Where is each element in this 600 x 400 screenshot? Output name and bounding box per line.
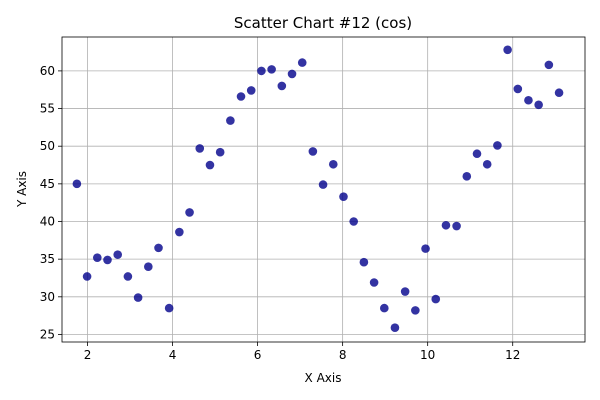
data-point (195, 144, 205, 153)
data-point (72, 179, 82, 189)
data-point (441, 220, 451, 230)
data-point (554, 88, 564, 98)
data-point (215, 147, 225, 157)
data-point (462, 172, 472, 181)
plot-frame (61, 36, 586, 343)
data-point (472, 149, 482, 159)
y-tick-label: 50 (40, 139, 55, 153)
data-point (359, 257, 369, 267)
x-tick-label: 8 (339, 348, 347, 362)
x-tick-label: 10 (420, 348, 435, 362)
data-point (164, 303, 174, 313)
x-tick-label: 2 (84, 348, 92, 362)
x-axis-ticks: 2 4 6 8 10 12 (84, 342, 520, 362)
data-point (493, 141, 502, 150)
data-point (185, 208, 194, 217)
y-tick-label: 45 (40, 177, 55, 191)
data-point (267, 65, 276, 74)
data-point (297, 58, 307, 67)
x-tick-label: 4 (169, 348, 177, 362)
data-point (400, 287, 410, 296)
data-point (421, 244, 430, 253)
y-tick-label: 35 (40, 252, 55, 266)
y-tick-label: 60 (40, 64, 55, 78)
data-point (287, 69, 297, 79)
data-point (534, 100, 543, 110)
data-point (205, 160, 215, 170)
data-point (544, 60, 554, 70)
data-point (144, 262, 153, 271)
data-point (524, 95, 533, 105)
data-point (369, 278, 379, 287)
data-point (328, 159, 338, 169)
data-point (123, 272, 133, 281)
data-point (82, 272, 92, 281)
y-tick-label: 55 (40, 102, 55, 116)
data-point (92, 253, 102, 262)
data-point (175, 227, 184, 237)
y-tick-label: 40 (40, 215, 55, 229)
y-tick-label: 30 (40, 290, 55, 304)
data-point (277, 81, 287, 91)
data-point (133, 293, 143, 302)
x-tick-label: 6 (254, 348, 262, 362)
data-point (154, 243, 163, 253)
data-point (503, 45, 512, 55)
data-point (482, 159, 492, 169)
x-axis-label: X Axis (305, 371, 342, 385)
data-point (103, 255, 112, 265)
data-point (390, 323, 400, 332)
y-tick-label: 25 (40, 327, 55, 341)
y-axis-ticks: 25 30 35 40 45 50 55 60 (40, 64, 62, 341)
x-tick-label: 12 (505, 348, 520, 362)
data-point (411, 306, 420, 315)
data-point (113, 250, 123, 259)
data-point (308, 147, 318, 156)
y-axis-label: Y Axis (15, 171, 29, 208)
data-point (431, 294, 441, 304)
data-point (380, 303, 389, 313)
data-point (246, 86, 256, 95)
data-points (72, 45, 564, 332)
data-point (349, 217, 358, 226)
data-point (452, 221, 461, 231)
data-point (513, 84, 523, 94)
chart-title: Scatter Chart #12 (cos) (234, 14, 412, 32)
data-point (318, 180, 328, 189)
data-point (257, 66, 266, 76)
data-point (339, 192, 348, 201)
data-point (236, 92, 246, 101)
data-point (226, 116, 235, 125)
